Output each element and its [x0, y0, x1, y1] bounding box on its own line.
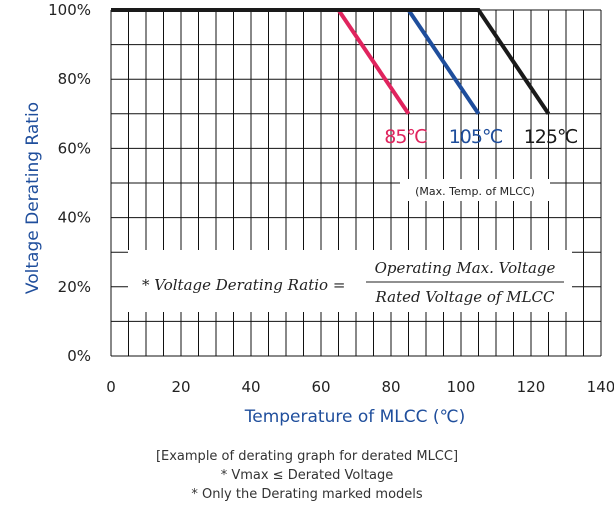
formula-prefix: * Voltage Derating Ratio = — [142, 276, 345, 294]
caption-line-2: * Vmax ≤ Derated Voltage — [220, 468, 394, 483]
y-tick-labels: 0% 20% 40% 60% 80% 100% — [48, 1, 91, 365]
series-lines — [111, 8, 551, 115]
y-tick-label: 20% — [58, 278, 91, 296]
x-tick-label: 100 — [447, 378, 476, 396]
derating-chart: 0 20 40 60 80 100 120 140 0% 20% 40% 60% 80% 100% 85… — [23, 1, 614, 427]
x-tick-label: 0 — [106, 378, 116, 396]
y-tick-label: 80% — [58, 70, 91, 88]
y-tick-label: 100% — [48, 1, 91, 19]
max-temp-note: (Max. Temp. of MLCC) — [415, 185, 535, 198]
formula-denominator: Rated Voltage of MLCC — [375, 288, 556, 306]
formula-numerator: Operating Max. Voltage — [375, 259, 556, 277]
series-label-85: 85℃ — [384, 126, 427, 148]
x-tick-label: 80 — [381, 378, 400, 396]
y-axis-title: Voltage Derating Ratio — [23, 102, 43, 294]
max-temp-note-bg — [400, 179, 550, 201]
x-tick-label: 140 — [587, 378, 614, 396]
y-tick-label: 0% — [67, 347, 91, 365]
y-tick-label: 60% — [58, 139, 91, 157]
x-tick-label: 60 — [311, 378, 330, 396]
caption-line-3: * Only the Derating marked models — [191, 487, 423, 502]
y-tick-label: 40% — [58, 209, 91, 227]
x-tick-label: 120 — [517, 378, 546, 396]
x-tick-label: 20 — [171, 378, 190, 396]
x-tick-labels: 0 20 40 60 80 100 120 140 — [106, 378, 614, 396]
series-label-105: 105℃ — [449, 126, 503, 148]
x-tick-label: 40 — [241, 378, 260, 396]
formula-box — [128, 250, 572, 312]
series-label-125: 125℃ — [524, 126, 578, 148]
x-axis-title: Temperature of MLCC (℃) — [244, 407, 466, 427]
caption-line-1: [Example of derating graph for derated M… — [155, 449, 459, 464]
